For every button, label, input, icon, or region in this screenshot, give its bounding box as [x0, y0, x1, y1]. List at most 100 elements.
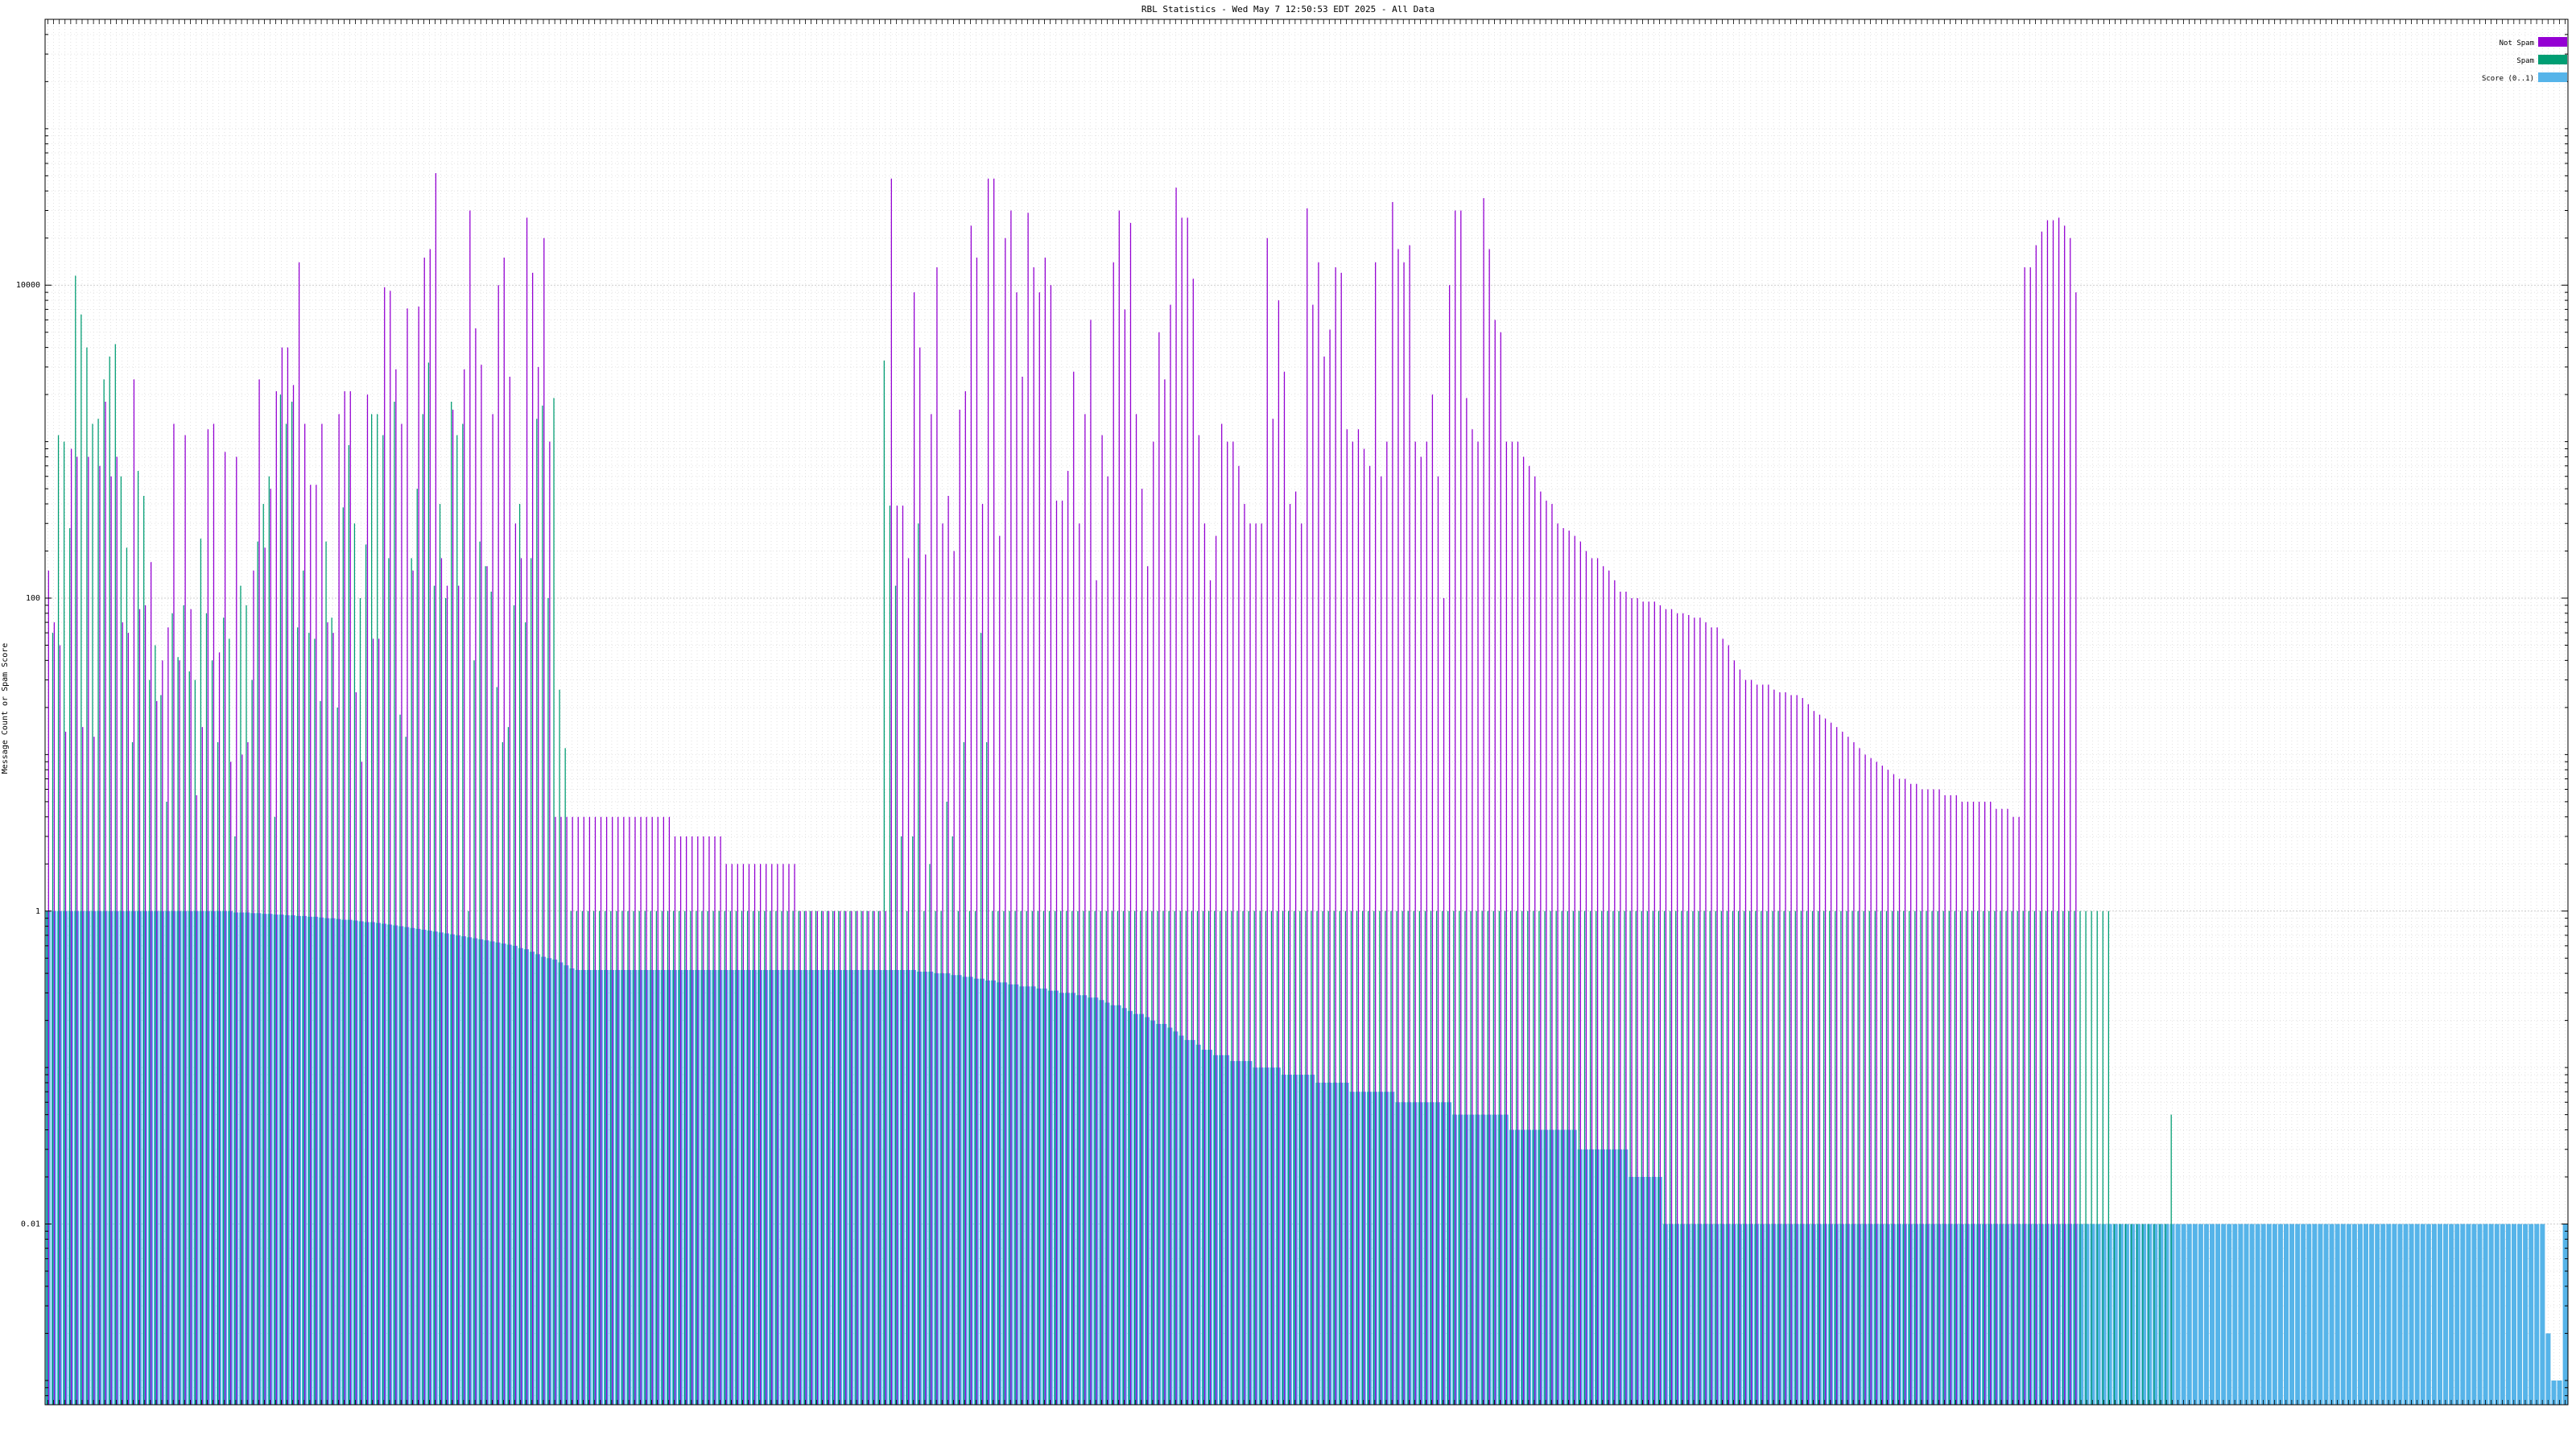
bar-spam	[918, 523, 919, 1405]
bar-score	[2369, 1224, 2375, 1405]
bar-not-spam	[1301, 523, 1302, 1405]
bar-spam	[456, 435, 458, 1405]
bar-not-spam	[1876, 762, 1877, 1405]
bar-score	[2084, 1224, 2090, 1405]
bar-score	[2249, 1224, 2255, 1405]
bar-not-spam	[902, 506, 904, 1406]
bar-spam	[1168, 910, 1170, 1405]
bar-not-spam	[566, 816, 568, 1405]
bar-not-spam	[201, 727, 203, 1405]
bar-spam	[1373, 910, 1375, 1405]
bar-not-spam	[811, 910, 812, 1405]
bar-not-spam	[879, 910, 881, 1405]
bar-score	[2210, 1224, 2215, 1405]
bar-spam	[1829, 910, 1831, 1405]
bar-not-spam	[942, 523, 943, 1405]
bar-not-spam	[196, 795, 197, 1405]
bar-spam	[718, 910, 720, 1405]
bar-not-spam	[116, 456, 118, 1405]
bar-spam	[359, 597, 361, 1405]
bar-not-spam	[1842, 731, 1843, 1405]
bar-score	[2181, 1224, 2186, 1405]
bar-not-spam	[1955, 795, 1957, 1405]
bar-spam	[166, 801, 167, 1405]
bar-not-spam	[1067, 470, 1069, 1405]
bar-not-spam	[1038, 292, 1040, 1405]
bar-spam	[1225, 910, 1227, 1405]
bar-not-spam	[1375, 262, 1377, 1406]
bar-not-spam	[1818, 714, 1821, 1405]
y-axis-label: Message Count or Spam Score	[1, 643, 10, 774]
bar-spam	[1174, 910, 1175, 1405]
bar-score	[2323, 1224, 2329, 1405]
bar-spam	[2170, 1114, 2172, 1405]
bar-score	[2357, 1224, 2363, 1405]
bar-score	[2215, 1224, 2221, 1405]
bar-spam	[1755, 910, 1757, 1405]
bar-not-spam	[190, 609, 192, 1405]
bar-not-spam	[93, 737, 95, 1405]
bar-not-spam	[332, 633, 334, 1405]
bar-not-spam	[1494, 320, 1496, 1405]
bar-spam	[1418, 910, 1420, 1405]
bar-not-spam	[1984, 801, 1986, 1405]
bar-spam	[1390, 910, 1392, 1405]
bar-not-spam	[1603, 566, 1604, 1405]
bar-score	[2340, 1224, 2346, 1405]
bar-score	[2095, 1224, 2101, 1405]
bar-spam	[877, 910, 879, 1405]
bar-spam	[803, 910, 805, 1405]
bar-spam	[251, 679, 253, 1405]
bar-score	[2466, 1224, 2471, 1405]
bar-not-spam	[1881, 766, 1883, 1405]
bar-spam	[1179, 910, 1181, 1405]
bar-score	[2277, 1224, 2283, 1405]
bar-spam	[1214, 910, 1216, 1405]
bar-score	[2397, 1224, 2403, 1405]
bar-spam	[200, 539, 202, 1405]
bar-not-spam	[2018, 816, 2020, 1405]
bar-spam	[1766, 910, 1768, 1405]
bar-not-spam	[2075, 292, 2077, 1405]
bar-spam	[707, 910, 708, 1405]
bar-spam	[405, 737, 407, 1405]
bar-spam	[1282, 910, 1284, 1405]
bar-spam	[1777, 910, 1779, 1405]
bar-score	[2375, 1224, 2380, 1405]
bar-spam	[1270, 910, 1273, 1405]
bar-not-spam	[679, 836, 682, 1405]
bar-not-spam	[1386, 441, 1388, 1405]
bar-spam	[1077, 910, 1079, 1405]
bar-spam	[1794, 910, 1796, 1405]
bar-not-spam	[543, 237, 545, 1405]
bar-spam	[1242, 910, 1244, 1405]
bar-not-spam	[76, 456, 78, 1405]
bar-not-spam	[1864, 754, 1866, 1405]
bar-score	[2312, 1224, 2318, 1405]
bar-not-spam	[167, 627, 169, 1405]
bar-not-spam	[310, 485, 312, 1405]
bar-spam	[177, 657, 179, 1405]
bar-score	[2351, 1224, 2357, 1405]
bar-score	[2129, 1224, 2135, 1405]
bar-not-spam	[794, 864, 795, 1405]
bar-spam	[92, 423, 93, 1405]
bar-not-spam	[1694, 617, 1695, 1405]
bar-spam	[297, 627, 299, 1405]
bar-spam	[1703, 910, 1705, 1405]
bar-score	[2272, 1224, 2277, 1405]
bar-spam	[1196, 910, 1199, 1405]
bar-spam	[2079, 910, 2081, 1405]
bar-not-spam	[1044, 258, 1046, 1405]
legend-label: Not Spam	[2500, 39, 2534, 47]
bar-spam	[1026, 910, 1027, 1405]
bar-not-spam	[1625, 591, 1627, 1405]
bar-score	[2529, 1224, 2534, 1405]
bar-spam	[1971, 910, 1973, 1405]
bar-spam	[342, 507, 344, 1405]
y-tick-label: 100	[26, 594, 40, 603]
bar-spam	[217, 741, 219, 1405]
bar-not-spam	[179, 660, 180, 1405]
bar-not-spam	[361, 762, 363, 1405]
